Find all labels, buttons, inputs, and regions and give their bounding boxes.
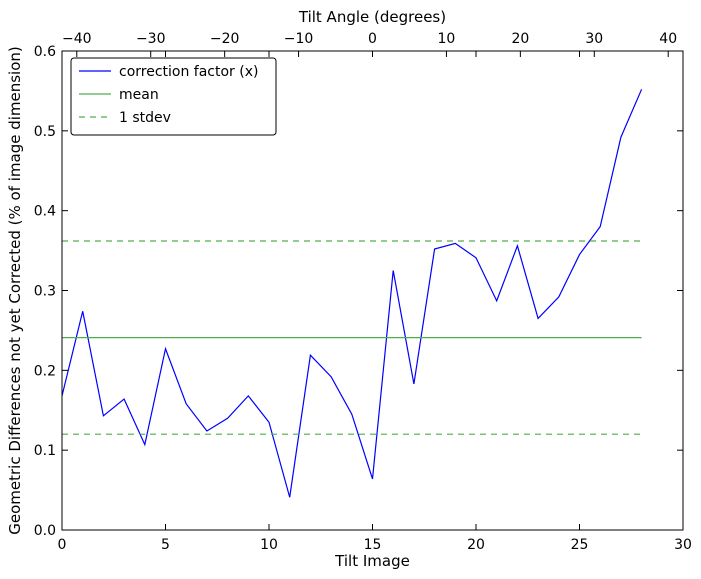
x-tick-label: 20	[467, 537, 485, 553]
y-tick-label: 0.2	[34, 363, 56, 379]
series-layer	[61, 89, 643, 498]
y-tick-label: 0.0	[34, 523, 56, 539]
y-tick-label: 0.5	[34, 124, 56, 140]
x-tick-label: 30	[674, 537, 692, 553]
top-tick-label: 40	[659, 31, 677, 47]
top-tick-label: 10	[438, 31, 456, 47]
legend-label: 1 stdev	[119, 110, 171, 126]
top-tick-label: −30	[136, 31, 166, 47]
legend-items: correction factor (x) mean 1 stdev	[79, 64, 258, 126]
legend-box	[70, 57, 277, 136]
x-axis-title: Tilt Image	[334, 552, 410, 570]
top-tick-label: 20	[511, 31, 529, 47]
legend: correction factor (x) mean 1 stdev	[70, 57, 277, 136]
x-tick-label: 15	[364, 537, 382, 553]
y-tick-label: 0.1	[34, 443, 56, 459]
top-tick-label: −10	[284, 31, 314, 47]
plot-frame	[61, 50, 684, 531]
series-line-0	[61, 89, 643, 498]
x-tick-label: 5	[161, 537, 170, 553]
y-tick-label: 0.4	[34, 204, 56, 220]
top-tick-label: −40	[62, 31, 92, 47]
labels-layer: 0 5 10 15 20 25 30 0.0 0.1 0.2 0.3 0.4 0.5 0.6 −40 −30 −…	[34, 31, 692, 553]
y-tick-label: 0.3	[34, 284, 56, 300]
top-tick-label: −20	[210, 31, 240, 47]
y-tick-label: 0.6	[34, 44, 56, 60]
top-tick-label: 30	[585, 31, 603, 47]
legend-label: mean	[119, 87, 159, 103]
x-tick-label: 10	[260, 537, 278, 553]
top-axis-title: Tilt Angle (degrees)	[298, 8, 446, 26]
x-tick-label: 25	[571, 537, 589, 553]
y-axis-title: Geometric Differences not yet Corrected …	[6, 46, 24, 535]
x-tick-label: 0	[58, 537, 67, 553]
top-tick-label: 0	[368, 31, 377, 47]
legend-label: correction factor (x)	[119, 64, 258, 80]
